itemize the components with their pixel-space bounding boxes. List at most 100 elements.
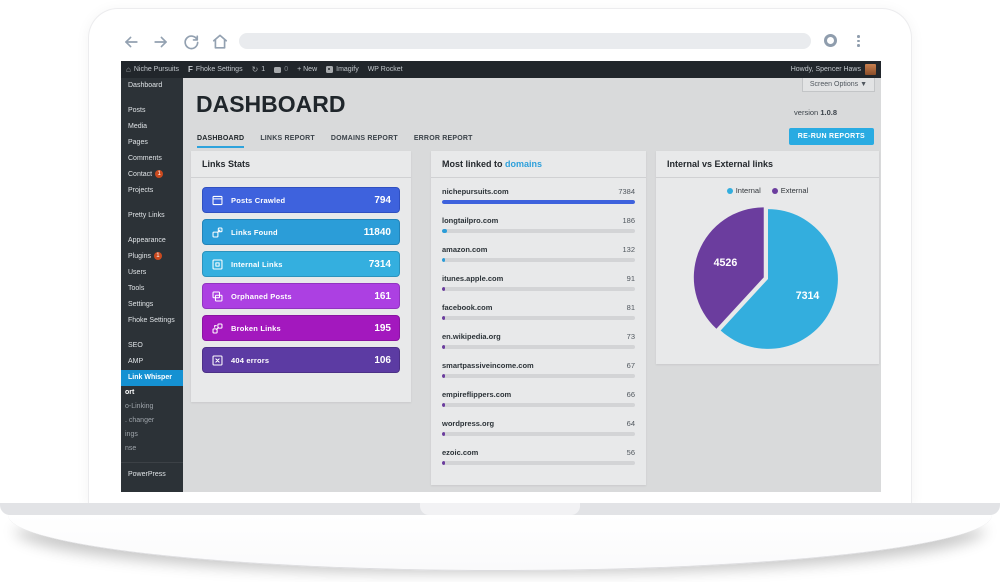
sidebar-item-changer[interactable]: . changer — [121, 414, 183, 428]
domain-bar-fill — [442, 229, 447, 233]
tab-domains-report[interactable]: DOMAINS REPORT — [330, 135, 398, 142]
domain-bar-track — [442, 345, 635, 349]
legend-dot — [726, 187, 733, 194]
stat-card-internal-links[interactable]: Internal Links 7314 — [202, 251, 400, 277]
stat-card-value: 11840 — [363, 226, 391, 238]
sidebar-item-media[interactable]: Media — [121, 119, 183, 135]
sidebar-item-users[interactable]: Users — [121, 265, 183, 281]
sidebar-item-settings[interactable]: Settings — [121, 297, 183, 313]
adminbar-fhoke[interactable]: F Fhoke Settings — [188, 65, 243, 74]
sidebar-item-amp[interactable]: AMP — [121, 354, 183, 370]
adminbar-fhoke-label: Fhoke Settings — [195, 66, 243, 73]
sidebar-item-label: Projects — [128, 187, 154, 194]
adminbar-account[interactable]: Howdy, Spencer Haws — [791, 64, 876, 75]
domain-bar-fill — [442, 432, 445, 436]
sidebar-item-o-linking[interactable]: o-Linking — [121, 400, 183, 414]
pie-slice-internal[interactable] — [720, 209, 838, 349]
stat-card-label: Posts Crawled — [231, 195, 286, 205]
laptop-base-curve — [8, 515, 992, 571]
sidebar-item-label: ings — [125, 431, 138, 438]
sidebar-item-label: Settings — [128, 301, 154, 308]
browser-reload-icon[interactable] — [181, 32, 201, 52]
sidebar-item-projects[interactable]: Projects — [121, 183, 183, 199]
sidebar-item-dashboard[interactable]: Dashboard — [121, 78, 183, 94]
domain-name[interactable]: ezoic.com — [442, 448, 479, 457]
sidebar-item-label: Posts — [128, 107, 146, 114]
domain-link-count: 186 — [622, 216, 635, 225]
pie-slice-external[interactable] — [693, 207, 764, 329]
stat-card-value: 195 — [374, 322, 391, 334]
stat-card-links-found[interactable]: Links Found 11840 — [202, 219, 400, 245]
domains-link[interactable]: domains — [505, 159, 543, 169]
sidebar-item-label: Fhoke Settings — [128, 317, 175, 324]
stat-card-value: 106 — [374, 354, 391, 366]
domain-name[interactable]: en.wikipedia.org — [442, 332, 501, 341]
sidebar-item-ort[interactable]: ort — [121, 386, 183, 400]
adminbar-wp-rocket[interactable]: WP Rocket — [368, 66, 403, 73]
browser-home-icon[interactable] — [210, 32, 230, 52]
pie-panel: Internal vs External links Internal Exter… — [656, 151, 879, 364]
new-label: + New — [297, 66, 318, 73]
browser-account-icon[interactable] — [824, 34, 837, 47]
rerun-reports-button[interactable]: RE-RUN REPORTS — [788, 128, 874, 145]
sidebar-item-pages[interactable]: Pages — [121, 135, 183, 151]
sidebar-item-pretty-links[interactable]: Pretty Links — [121, 208, 183, 224]
domain-name[interactable]: smartpassiveincome.com — [442, 361, 534, 370]
domains-title-prefix: Most linked to — [442, 159, 505, 169]
legend-label: External — [780, 186, 809, 195]
domain-name[interactable]: wordpress.org — [442, 419, 495, 428]
adminbar-site[interactable]: ⌂ Niche Pursuits — [126, 65, 179, 74]
stat-card-label: Orphaned Posts — [231, 291, 292, 301]
browser-menu-icon[interactable] — [857, 35, 860, 47]
domain-name[interactable]: nichepursuits.com — [442, 187, 509, 196]
sidebar-item-plugins[interactable]: Plugins 1 — [121, 249, 183, 265]
domain-link-count: 7384 — [618, 187, 635, 196]
stat-card-label: 404 errors — [231, 355, 270, 365]
stat-card-value: 161 — [374, 290, 391, 302]
legend-label: Internal — [735, 186, 761, 195]
stat-card-label: Internal Links — [231, 259, 283, 269]
stat-card-broken-links[interactable]: Broken Links 195 — [202, 315, 400, 341]
sidebar-item-powerpress[interactable]: PowerPress — [121, 462, 183, 482]
domain-name[interactable]: itunes.apple.com — [442, 274, 504, 283]
sidebar-item-contact[interactable]: Contact 1 — [121, 167, 183, 183]
sidebar-item-nse[interactable]: nse — [121, 442, 183, 456]
adminbar-updates[interactable]: ↻ 1 — [252, 65, 266, 74]
sidebar-item-fhoke-settings[interactable]: Fhoke Settings — [121, 313, 183, 329]
sidebar-item-tools[interactable]: Tools — [121, 281, 183, 297]
sidebar-item-posts[interactable]: Posts — [121, 103, 183, 119]
sidebar-item-link-whisper[interactable]: Link Whisper — [121, 370, 187, 386]
domain-name[interactable]: amazon.com — [442, 245, 488, 254]
domain-bar-track — [442, 316, 635, 320]
sidebar-item-label: Users — [128, 269, 147, 276]
tab-error-report[interactable]: ERROR REPORT — [413, 135, 473, 142]
sidebar-item-label: Contact — [128, 171, 153, 178]
sidebar-item-seo[interactable]: SEO — [121, 338, 183, 354]
stat-card-orphaned-posts[interactable]: Orphaned Posts 161 — [202, 283, 400, 309]
adminbar-site-label: Niche Pursuits — [133, 66, 179, 73]
sidebar-item-comments[interactable]: Comments — [121, 151, 183, 167]
browser-back-icon[interactable] — [121, 32, 141, 52]
sidebar-item-appearance[interactable]: Appearance — [121, 233, 183, 249]
domain-row-facebook-com: facebook.com 81 — [442, 303, 635, 320]
domain-name[interactable]: facebook.com — [442, 303, 493, 312]
adminbar-comments[interactable]: 0 — [274, 66, 288, 73]
domain-name[interactable]: longtailpro.com — [442, 216, 499, 225]
domain-name[interactable]: empireflippers.com — [442, 390, 512, 399]
sidebar-item-ings[interactable]: ings — [121, 428, 183, 442]
adminbar-new[interactable]: + New — [297, 66, 317, 73]
browser-forward-icon[interactable] — [151, 32, 171, 52]
adminbar-imagify[interactable]: Imagify — [326, 66, 359, 73]
wp-rocket-label: WP Rocket — [367, 66, 403, 73]
stat-card-posts-crawled[interactable]: Posts Crawled 794 — [202, 187, 400, 213]
tab-links-report[interactable]: LINKS REPORT — [260, 135, 315, 142]
tab-dashboard[interactable]: DASHBOARD — [197, 135, 245, 148]
imagify-label: Imagify — [336, 66, 359, 73]
domain-bar-track — [442, 461, 635, 465]
address-bar[interactable] — [239, 33, 811, 49]
domain-row-longtailpro-com: longtailpro.com 186 — [442, 216, 635, 233]
report-tabs: DASHBOARD LINKS REPORT DOMAINS REPORT ERROR… — [197, 135, 473, 148]
stat-card-404-errors[interactable]: 404 errors 106 — [202, 347, 400, 373]
screen-options-button[interactable]: Screen Options ▼ — [801, 78, 875, 92]
domain-bar-fill — [442, 316, 445, 320]
